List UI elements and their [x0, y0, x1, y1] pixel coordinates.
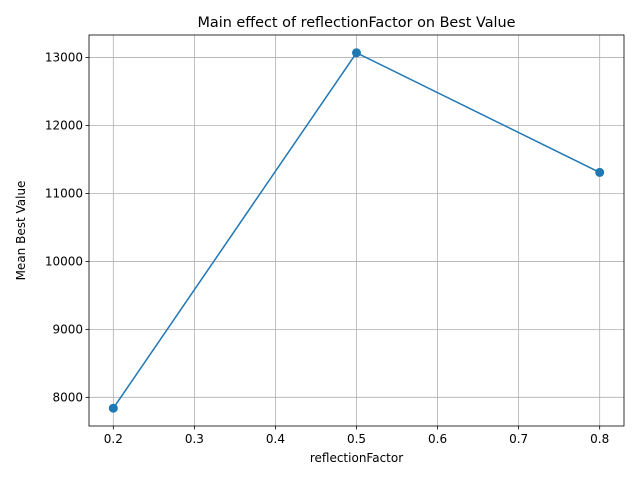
series-layer [108, 48, 605, 413]
x-axis-ticks: 0.2 0.3 0.4 0.5 0.6 0.7 0.8 [104, 426, 609, 446]
x-tick-label: 0.4 [266, 432, 285, 446]
y-tick-label: 12000 [45, 119, 83, 133]
y-tick-label: 8000 [52, 390, 83, 404]
y-axis-ticks: 8000 9000 10000 11000 12000 13000 [45, 51, 89, 404]
chart-title: Main effect of reflectionFactor on Best … [197, 15, 515, 31]
data-point [595, 167, 605, 177]
grid-lines [89, 35, 624, 426]
y-axis-label: Mean Best Value [14, 181, 28, 281]
y-tick-label: 11000 [45, 186, 83, 200]
x-axis-label: reflectionFactor [310, 451, 403, 465]
x-tick-label: 0.6 [428, 432, 447, 446]
x-tick-label: 0.3 [185, 432, 204, 446]
y-tick-label: 13000 [45, 51, 83, 65]
x-tick-label: 0.8 [590, 432, 609, 446]
data-point [108, 403, 118, 413]
x-tick-label: 0.7 [509, 432, 528, 446]
y-tick-label: 9000 [52, 322, 83, 336]
data-point [352, 48, 361, 58]
x-tick-label: 0.2 [104, 432, 123, 446]
y-tick-label: 10000 [45, 254, 83, 268]
x-tick-label: 0.5 [347, 432, 366, 446]
